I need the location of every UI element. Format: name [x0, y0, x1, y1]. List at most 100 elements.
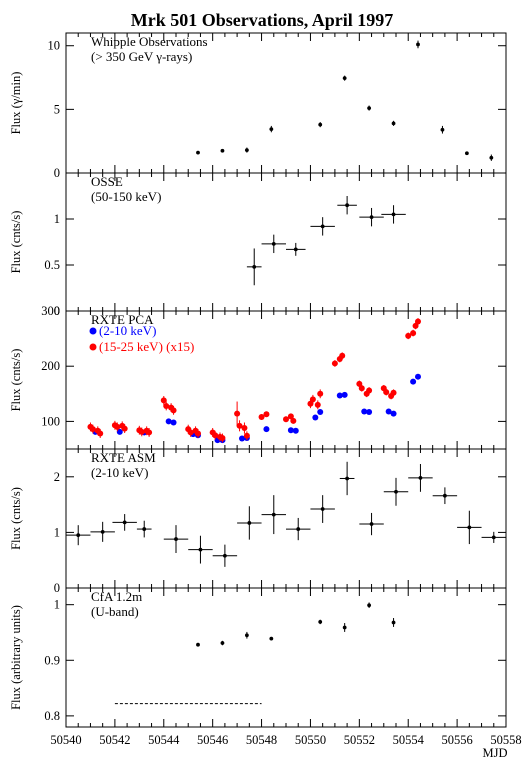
data-marker — [391, 212, 396, 217]
x-tick-label: 50554 — [393, 733, 425, 747]
panel-label: OSSE — [91, 174, 123, 189]
y-tick-label: 100 — [41, 414, 60, 428]
data-marker — [320, 224, 325, 229]
data-marker — [187, 429, 194, 436]
data-marker — [361, 408, 368, 415]
data-marker — [342, 625, 347, 630]
panel-sublabel: (50-150 keV) — [91, 189, 161, 204]
data-point — [237, 506, 262, 540]
data-point — [390, 410, 397, 417]
data-point — [292, 427, 299, 434]
data-marker — [358, 385, 365, 392]
data-point — [290, 417, 297, 424]
data-marker — [165, 418, 172, 425]
data-marker — [283, 416, 289, 423]
x-tick-label: 50544 — [148, 733, 180, 747]
data-marker — [410, 378, 417, 385]
data-point — [390, 389, 397, 397]
data-point — [331, 360, 338, 367]
data-point — [440, 125, 445, 134]
data-point — [415, 373, 421, 380]
data-marker — [239, 435, 245, 442]
data-point — [318, 619, 323, 625]
x-tick-label: 50548 — [246, 733, 277, 747]
data-marker — [258, 413, 265, 420]
panel-label: Whipple Observations — [91, 34, 208, 49]
x-tick-label: 50542 — [99, 733, 130, 747]
x-axis: 50540 50542 50544 50546 50548 50550 50552 50554… — [50, 733, 521, 747]
data-point — [464, 151, 469, 156]
data-point — [341, 391, 348, 398]
y-axis-label: Flux (cnts/s) — [9, 211, 23, 274]
x-axis-label: MJD — [482, 746, 507, 759]
data-marker — [89, 426, 96, 433]
panel-osse: 0 0.5 1 Flux (cnts/s) OSSE(50-150 keV) — [9, 172, 507, 318]
data-marker — [138, 428, 145, 435]
data-point — [90, 521, 115, 542]
data-marker — [122, 520, 127, 525]
data-point — [165, 418, 172, 425]
y-tick-label: 1 — [54, 598, 60, 612]
y-axis-label: Flux (cnts/s) — [9, 487, 23, 550]
data-marker — [491, 535, 496, 540]
data-point — [269, 636, 274, 641]
data-point — [97, 429, 104, 438]
data-point — [261, 495, 286, 535]
data-point — [432, 487, 458, 505]
legend-entry: (15-25 keV) (x15) — [99, 339, 194, 354]
data-point — [116, 428, 123, 435]
data-point — [312, 414, 319, 421]
data-point — [246, 248, 262, 286]
data-marker — [345, 476, 350, 481]
data-marker — [236, 422, 243, 429]
y-tick-label: 0 — [54, 166, 60, 180]
data-marker — [241, 425, 248, 432]
data-marker — [415, 318, 421, 325]
data-marker — [116, 428, 123, 435]
data-point — [337, 196, 357, 215]
data-marker — [220, 641, 225, 645]
data-point — [261, 234, 286, 254]
data-point — [163, 525, 189, 553]
data-point — [239, 435, 245, 442]
data-point — [339, 352, 346, 360]
data-marker — [287, 413, 294, 420]
data-point — [457, 510, 482, 545]
data-marker — [269, 127, 274, 131]
y-tick-label: 0.5 — [44, 258, 60, 272]
data-point — [160, 396, 167, 405]
data-marker — [170, 407, 177, 414]
data-marker — [121, 425, 128, 432]
data-marker — [244, 148, 249, 152]
y-tick-label: 0 — [54, 581, 60, 595]
data-point — [236, 420, 243, 432]
data-marker — [405, 332, 412, 339]
data-point — [336, 392, 343, 399]
series — [196, 602, 396, 647]
data-marker — [341, 391, 348, 398]
data-point — [187, 428, 194, 437]
data-marker — [174, 537, 178, 541]
data-point — [287, 427, 294, 434]
panel-label: RXTE PCA — [91, 312, 154, 327]
data-marker — [369, 215, 374, 220]
data-point — [481, 531, 506, 543]
data-point — [234, 401, 241, 426]
data-marker — [442, 493, 447, 498]
data-marker — [317, 409, 324, 416]
data-point — [136, 520, 152, 538]
data-point — [112, 514, 137, 531]
data-point — [489, 154, 494, 161]
data-marker — [212, 432, 219, 439]
data-point — [385, 408, 392, 415]
y-tick-label: 300 — [41, 304, 60, 318]
data-marker — [247, 521, 252, 525]
data-marker — [271, 241, 276, 246]
y-axis-label: Flux (γ/min) — [9, 72, 23, 135]
data-marker — [464, 151, 469, 156]
data-point — [410, 378, 417, 385]
data-point — [391, 120, 396, 126]
data-marker — [391, 620, 396, 625]
data-marker — [290, 417, 297, 424]
